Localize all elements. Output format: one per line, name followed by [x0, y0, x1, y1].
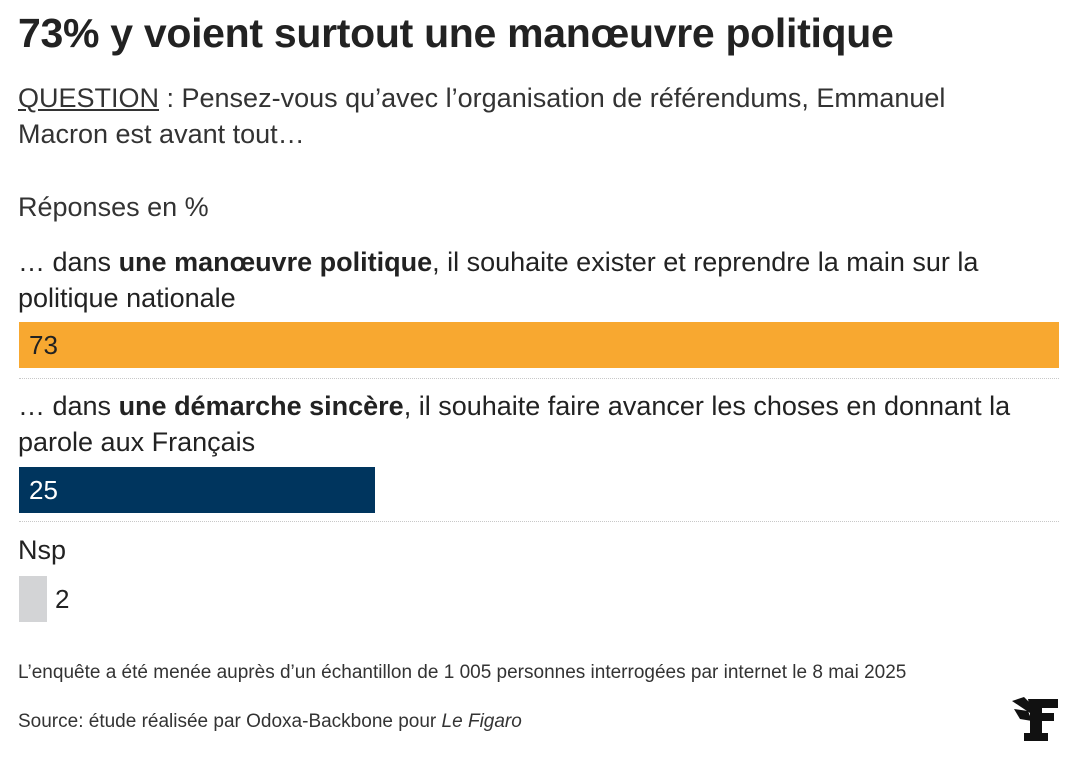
bar-value-demarche: 25 — [29, 475, 58, 505]
category-label-demarche: … dans une démarche sincère, il souhaite… — [18, 388, 1063, 460]
row-separator — [19, 378, 1059, 379]
source-prefix: Source: étude réalisée par Odoxa-Backbon… — [18, 711, 442, 732]
source-publication: Le Figaro — [441, 711, 522, 732]
category-bold: une manœuvre politique — [118, 247, 433, 277]
method-footnote: L’enquête a été menée auprès d’un échant… — [18, 662, 907, 683]
category-suffix: , il souhaite exister et reprendre la ma… — [18, 247, 979, 313]
category-prefix: … dans — [18, 247, 119, 277]
question-body: : Pensez-vous qu’avec l’organisation de … — [18, 83, 946, 149]
category-label-nsp: Nsp — [18, 532, 1063, 568]
question-label: QUESTION — [18, 83, 160, 113]
bar-manoeuvre — [19, 322, 1059, 368]
category-prefix: Nsp — [18, 535, 67, 565]
bar-nsp — [19, 576, 47, 622]
bar-value-manoeuvre: 73 — [29, 330, 58, 360]
category-label-manoeuvre: … dans une manœuvre politique, il souhai… — [18, 244, 1063, 316]
chart-title: 73% y voient surtout une manœuvre politi… — [18, 10, 894, 56]
question-text: QUESTION : Pensez-vous qu’avec l’organis… — [18, 80, 1018, 152]
row-separator — [19, 521, 1059, 522]
units-label: Réponses en % — [18, 192, 209, 222]
category-suffix: , il souhaite faire avancer les choses e… — [18, 391, 1011, 457]
source-footnote: Source: étude réalisée par Odoxa-Backbon… — [18, 711, 522, 733]
bar-demarche — [19, 467, 375, 513]
category-prefix: … dans — [18, 391, 119, 421]
le-figaro-logo-icon — [1012, 697, 1058, 741]
category-bold: une démarche sincère — [118, 391, 404, 421]
bar-value-nsp: 2 — [55, 584, 70, 614]
